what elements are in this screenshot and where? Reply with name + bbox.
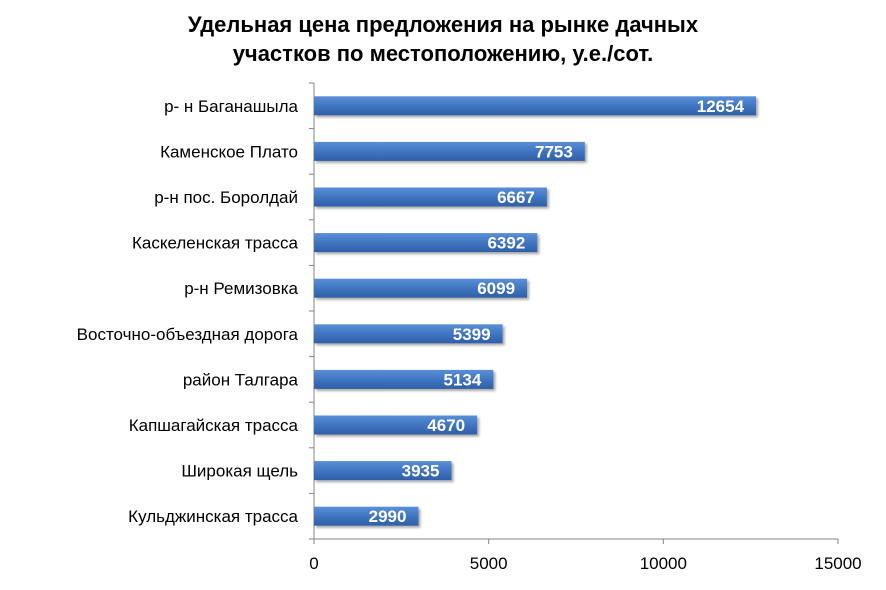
category-label: Каскеленская трасса — [132, 234, 299, 253]
x-tick-label: 0 — [309, 554, 318, 573]
chart-title: Удельная цена предложения на рынке дачны… — [0, 10, 886, 68]
data-label: 7753 — [535, 142, 573, 161]
category-label: Капшагайская трасса — [129, 416, 299, 435]
category-label: р-н пос. Боролдай — [154, 188, 298, 207]
category-label: р- н Баганашыла — [164, 97, 298, 116]
data-label: 2990 — [369, 507, 407, 526]
bar — [314, 233, 538, 253]
category-label: Восточно-объездная дорога — [77, 325, 299, 344]
bar — [314, 324, 503, 344]
bar — [314, 141, 585, 161]
category-label: р-н Ремизовка — [184, 279, 298, 298]
data-label: 3935 — [402, 462, 440, 481]
data-label: 12654 — [697, 97, 745, 116]
category-label: Кульджинская трасса — [128, 507, 298, 526]
category-label: Широкая щель — [181, 462, 298, 481]
bar — [314, 369, 494, 389]
chart-title-line-2: участков по местоположению, у.е./сот. — [232, 41, 654, 66]
x-tick-label: 5000 — [470, 554, 508, 573]
bar — [314, 278, 528, 298]
data-label: 6392 — [487, 234, 525, 253]
data-label: 6099 — [477, 279, 515, 298]
bar — [314, 461, 452, 481]
bar — [314, 415, 478, 435]
bar — [314, 506, 419, 526]
chart-title-line-1: Удельная цена предложения на рынке дачны… — [187, 12, 699, 37]
data-label: 4670 — [427, 416, 465, 435]
x-tick-label: 10000 — [640, 554, 687, 573]
data-label: 6667 — [497, 188, 535, 207]
data-label: 5134 — [444, 370, 482, 389]
data-label: 5399 — [453, 325, 491, 344]
category-label: район Талгара — [183, 370, 299, 389]
bar — [314, 96, 757, 116]
category-label: Каменское Плато — [160, 142, 298, 161]
x-tick-label: 15000 — [814, 554, 861, 573]
bar — [314, 187, 547, 207]
